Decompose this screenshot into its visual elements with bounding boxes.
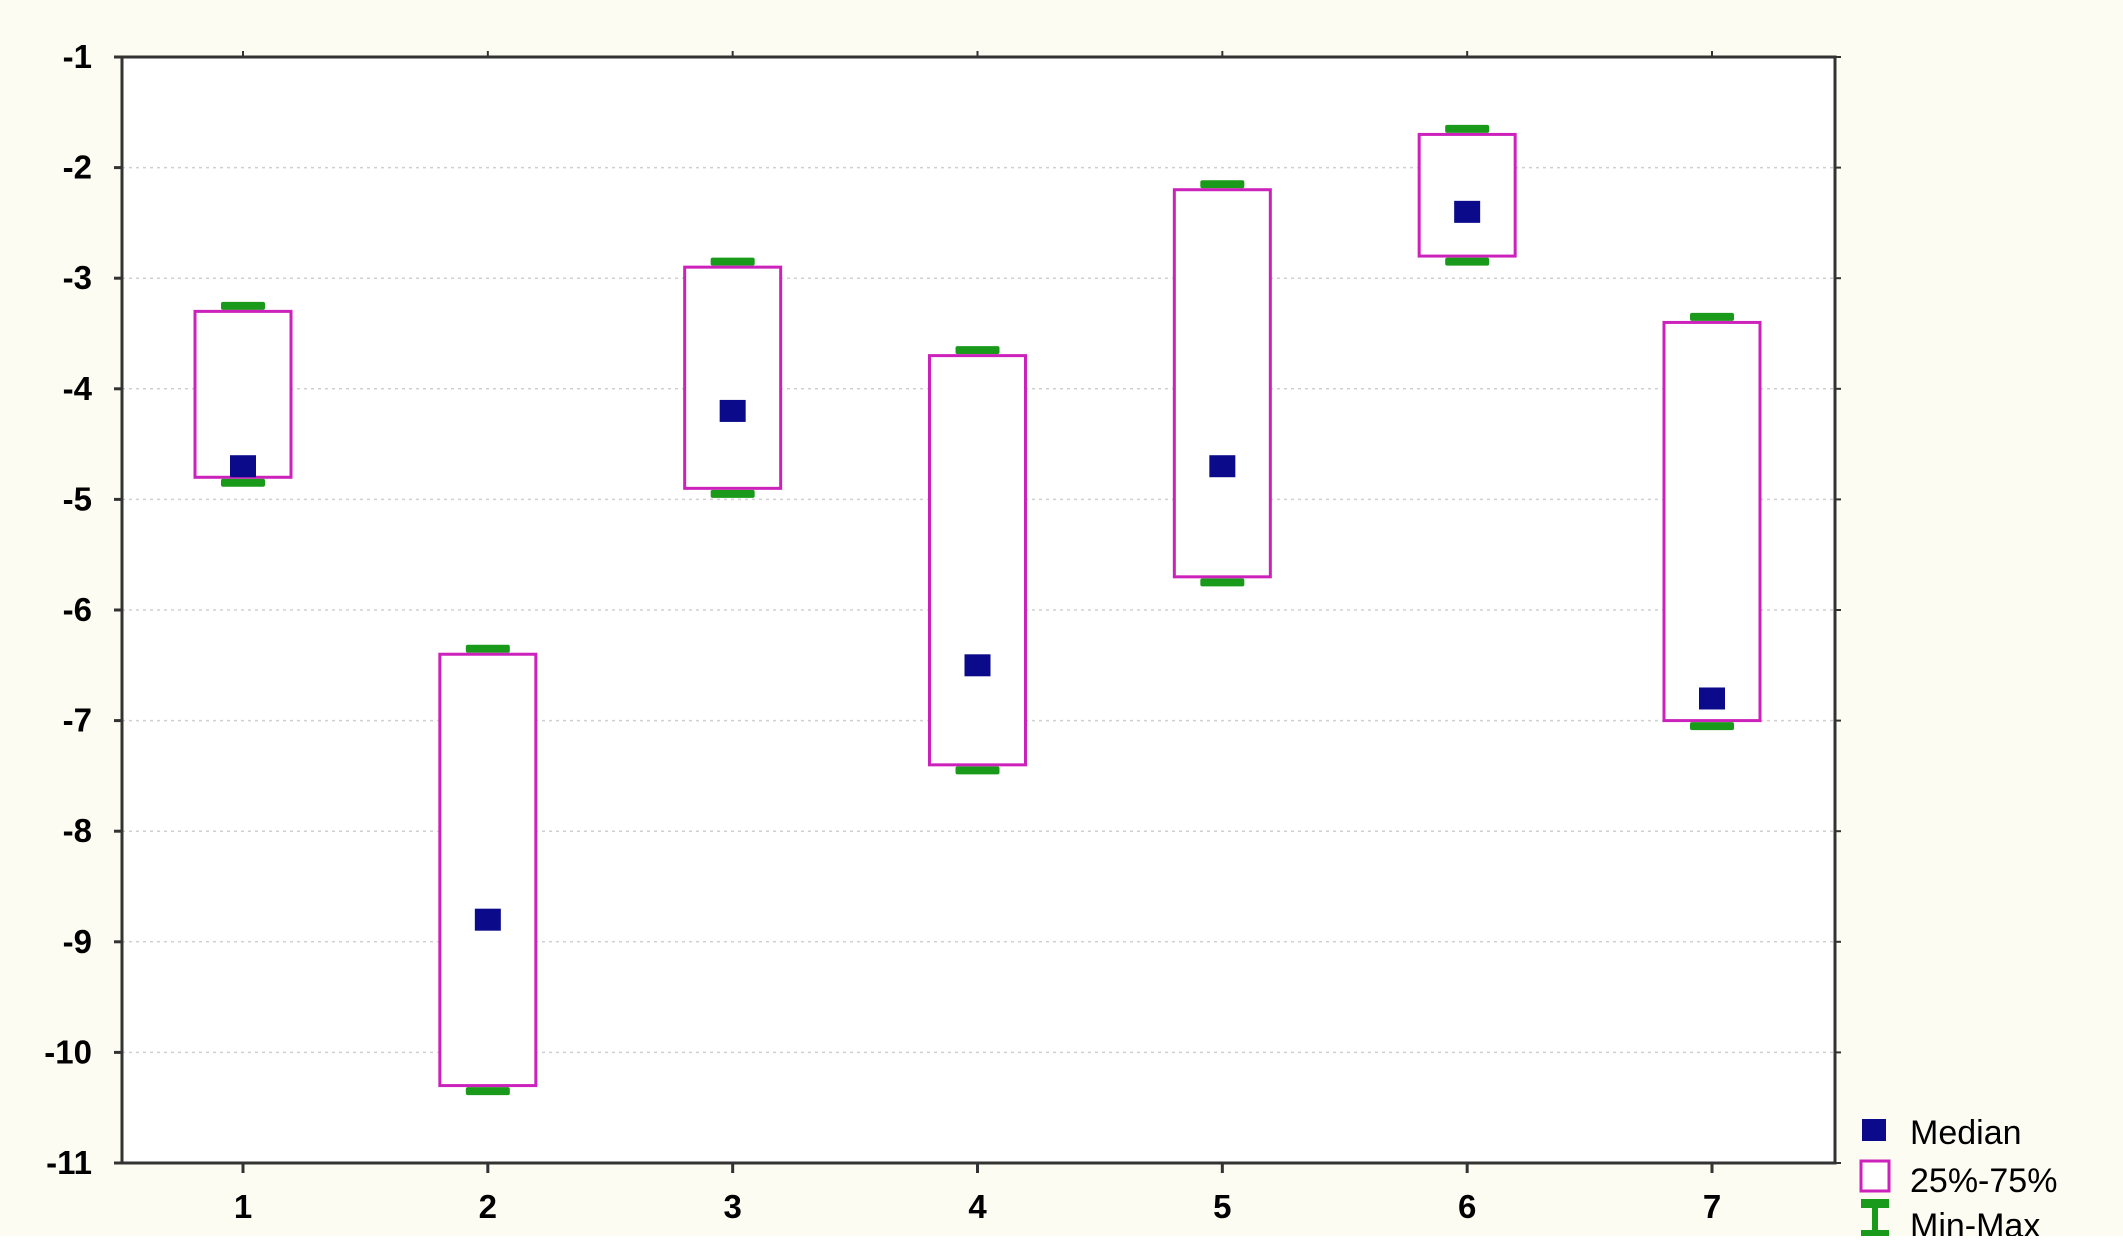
- y-tick-label: -7: [63, 702, 92, 739]
- axes: -1 -2 -3 -4 -5 -6 -7 -8 -9 -10 -11 1 2 3 4 5 6 7: [44, 38, 1841, 1225]
- y-tick-label: -4: [63, 370, 93, 407]
- legend-whisker-swatch-bottom: [1861, 1230, 1889, 1239]
- iqr-box: [1172, 188, 1272, 579]
- iqr-box: [1417, 132, 1517, 258]
- min-whisker-cap: [1690, 722, 1734, 731]
- legend-label: 25%-75%: [1910, 1162, 2057, 1200]
- iqr-box: [683, 265, 783, 490]
- y-tick-label: -3: [63, 259, 92, 296]
- min-whisker-cap: [955, 766, 1000, 775]
- x-tick-label: 7: [1703, 1188, 1721, 1225]
- x-tick-label: 1: [234, 1188, 252, 1225]
- median-marker: [474, 908, 501, 931]
- max-whisker-cap: [955, 346, 1000, 355]
- x-tick-label: 6: [1458, 1188, 1476, 1225]
- iqr-box: [438, 652, 538, 1088]
- median-marker: [1454, 200, 1481, 223]
- x-tick-label: 2: [479, 1188, 497, 1225]
- y-tick-label: -9: [63, 923, 92, 960]
- legend-whisker-swatch: [1861, 1199, 1889, 1208]
- median-marker: [964, 654, 991, 677]
- median-marker: [1699, 687, 1725, 710]
- max-whisker-cap: [1200, 180, 1245, 189]
- legend-label: Min-Max: [1910, 1207, 2040, 1236]
- min-whisker-cap: [710, 489, 755, 498]
- median-marker: [719, 399, 746, 422]
- median-marker: [230, 455, 256, 478]
- legend-median-swatch: [1862, 1119, 1886, 1141]
- x-tick-label: 3: [723, 1188, 741, 1225]
- legend-whisker-stem: [1872, 1206, 1878, 1236]
- iqr-box: [193, 309, 293, 479]
- legend: Median 25%-75% Min-Max: [1859, 1114, 2057, 1241]
- max-whisker-cap: [710, 257, 755, 266]
- median-marker: [1209, 455, 1236, 478]
- y-tick-label: -2: [63, 149, 92, 186]
- y-tick-label: -11: [46, 1144, 92, 1181]
- iqr-box: [928, 354, 1027, 767]
- y-tick-label: -5: [63, 480, 92, 517]
- iqr-box: [1662, 320, 1762, 723]
- y-tick-label: -8: [63, 812, 92, 849]
- max-whisker-cap: [221, 301, 265, 310]
- min-whisker-cap: [221, 478, 265, 487]
- y-tick-label: -10: [44, 1033, 92, 1070]
- y-tick-label: -6: [63, 591, 92, 628]
- legend-label: Median: [1910, 1114, 2022, 1152]
- max-whisker-cap: [1690, 312, 1734, 321]
- max-whisker-cap: [1445, 124, 1490, 133]
- x-tick-label: 4: [968, 1188, 987, 1225]
- max-whisker-cap: [465, 644, 510, 653]
- x-tick-label: 5: [1213, 1188, 1231, 1225]
- min-whisker-cap: [1445, 257, 1490, 266]
- min-whisker-cap: [465, 1087, 510, 1096]
- min-whisker-cap: [1200, 578, 1245, 587]
- y-tick-label: -1: [63, 38, 92, 75]
- data-marks: [193, 124, 1762, 1096]
- legend-box-swatch: [1859, 1159, 1891, 1193]
